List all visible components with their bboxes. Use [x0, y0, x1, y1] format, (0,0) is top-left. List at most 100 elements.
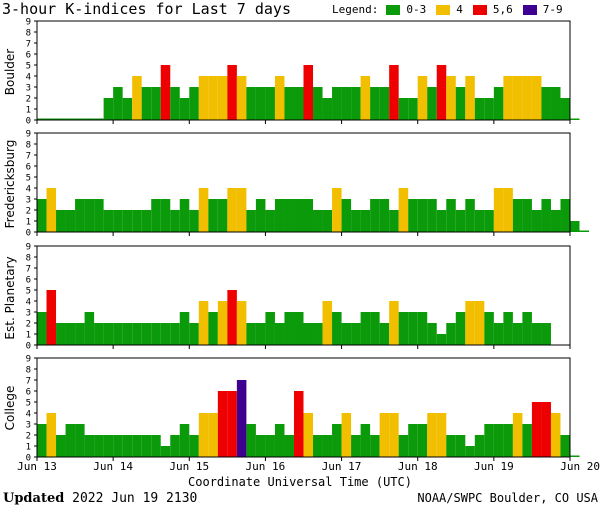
- legend-text-0-3: 0-3: [406, 3, 427, 16]
- bar: [208, 312, 218, 345]
- y-tick-label: 3: [26, 84, 31, 94]
- y-tick-label: 4: [26, 185, 31, 195]
- bar: [208, 199, 218, 232]
- bar: [541, 323, 551, 345]
- bar: [541, 87, 551, 120]
- y-tick-label: 6: [26, 163, 31, 173]
- bar: [84, 312, 95, 345]
- bar: [560, 98, 570, 120]
- x-tick-label: Jun 17: [322, 460, 362, 473]
- y-tick-label: 7: [26, 152, 31, 162]
- bar: [284, 435, 294, 457]
- bar: [179, 424, 190, 457]
- bar: [484, 312, 494, 345]
- bar: [46, 118, 57, 120]
- bar: [408, 199, 418, 232]
- legend-swatch-5-6: [472, 4, 487, 15]
- bar: [370, 87, 380, 120]
- bar: [170, 210, 180, 232]
- bar: [284, 199, 294, 232]
- bar: [236, 380, 247, 457]
- legend-text-4: 4: [456, 3, 463, 16]
- bar: [293, 199, 304, 232]
- x-tick-label: Jun 16: [246, 460, 286, 473]
- bar: [255, 87, 266, 120]
- bar: [322, 301, 333, 345]
- bar: [84, 435, 95, 457]
- y-tick-label: 6: [26, 276, 31, 286]
- y-tick-label: 1: [26, 106, 31, 116]
- bar: [351, 210, 361, 232]
- bar: [217, 76, 228, 120]
- bar: [246, 424, 256, 457]
- bar: [379, 199, 390, 232]
- bar: [379, 413, 390, 457]
- y-tick-label: 5: [26, 174, 31, 184]
- bar: [541, 199, 551, 232]
- bar: [522, 424, 532, 457]
- x-tick-label: Jun 14: [93, 460, 133, 473]
- bar: [512, 76, 523, 120]
- bar: [151, 323, 161, 345]
- y-tick-label: 8: [26, 366, 31, 376]
- y-tick-label: 0: [26, 229, 31, 239]
- bar: [94, 435, 104, 457]
- bar: [65, 323, 76, 345]
- bar: [141, 210, 152, 232]
- bar: [379, 87, 390, 120]
- bar: [351, 435, 361, 457]
- bar: [560, 435, 570, 457]
- bar: [103, 210, 114, 232]
- y-tick-label: 7: [26, 40, 31, 50]
- y-tick-label: 4: [26, 298, 31, 308]
- bar: [236, 188, 247, 232]
- y-tick-label: 5: [26, 399, 31, 409]
- bar: [341, 87, 352, 120]
- y-tick-label: 7: [26, 377, 31, 387]
- bar: [274, 323, 285, 345]
- y-tick-label: 4: [26, 410, 31, 420]
- bar: [84, 199, 95, 232]
- legend-item-4: 4: [436, 3, 463, 16]
- bar: [446, 199, 456, 232]
- y-tick-label: 3: [26, 309, 31, 319]
- bar: [398, 98, 409, 120]
- bar: [370, 199, 380, 232]
- bar: [103, 98, 114, 120]
- bar: [84, 118, 95, 120]
- bar: [455, 210, 466, 232]
- bar: [455, 312, 466, 345]
- y-tick-label: 5: [26, 62, 31, 72]
- bar: [141, 323, 152, 345]
- bar: [65, 210, 76, 232]
- y-tick-label: 0: [26, 117, 31, 127]
- bar: [417, 199, 428, 232]
- bar: [94, 323, 104, 345]
- plot-frame: [36, 357, 571, 458]
- bar: [493, 424, 504, 457]
- panel-label: College: [3, 386, 17, 431]
- bar: [122, 210, 133, 232]
- bar: [408, 98, 418, 120]
- bar: [503, 312, 513, 345]
- y-tick-label: 2: [26, 320, 31, 330]
- bar: [189, 210, 199, 232]
- bar: [227, 65, 237, 120]
- bar: [75, 118, 85, 120]
- bar: [474, 301, 485, 345]
- y-tick-label: 2: [26, 207, 31, 217]
- bar: [531, 210, 542, 232]
- y-tick-label: 7: [26, 265, 31, 275]
- bar: [541, 402, 551, 457]
- bar: [246, 323, 256, 345]
- bar: [37, 312, 47, 345]
- bar: [265, 312, 275, 345]
- legend-item-0-3: 0-3: [386, 3, 426, 16]
- bar: [313, 435, 323, 457]
- bar: [113, 87, 123, 120]
- bar: [313, 323, 323, 345]
- bar: [151, 87, 161, 120]
- bar: [360, 424, 371, 457]
